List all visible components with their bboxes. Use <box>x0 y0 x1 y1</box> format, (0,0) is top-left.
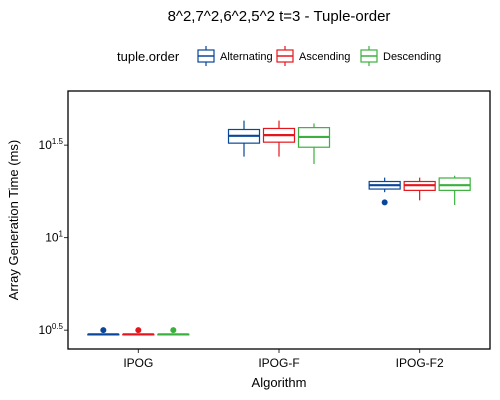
legend-label: Descending <box>383 51 441 63</box>
box-ipog-alternating <box>87 327 120 336</box>
box-ipog-ascending <box>122 327 155 336</box>
y-tick-label: 100.5 <box>39 322 64 337</box>
legend-title: tuple.order <box>117 49 180 64</box>
box-ipog-f2-descending <box>438 175 471 206</box>
y-tick-label: 101 <box>45 230 63 245</box>
outlier-point <box>170 327 177 334</box>
plot-border <box>67 90 491 350</box>
box-ipog-f-descending <box>297 123 331 164</box>
box-ipog-f-ascending <box>262 120 296 157</box>
legend-label: Alternating <box>220 51 273 63</box>
legend-entry-ascending: Ascending <box>276 46 350 66</box>
y-tick-label: 101.5 <box>39 137 64 152</box>
chart-title: 8^2,7^2,6^2,5^2 t=3 - Tuple-order <box>168 8 391 25</box>
legend: tuple.order Alternating Ascending Descendi… <box>117 46 441 66</box>
box-ipog-descending <box>157 327 190 336</box>
outlier-point <box>135 327 142 334</box>
box-ipog-f2-alternating <box>368 177 401 206</box>
box-ipog-f-alternating <box>227 120 261 157</box>
x-tick-label: IPOG <box>123 356 153 370</box>
outlier-point <box>100 327 107 334</box>
y-axis-label: Array Generation Time (ms) <box>6 140 21 300</box>
x-tick-label: IPOG-F2 <box>396 356 444 370</box>
x-tick-label: IPOG-F <box>258 356 299 370</box>
x-axis-label: Algorithm <box>252 375 307 390</box>
box-ipog-f2-ascending <box>403 177 436 201</box>
legend-label: Ascending <box>299 51 350 63</box>
legend-entry-alternating: Alternating <box>197 46 273 66</box>
legend-entry-descending: Descending <box>360 46 441 66</box>
outlier-point <box>381 199 388 206</box>
